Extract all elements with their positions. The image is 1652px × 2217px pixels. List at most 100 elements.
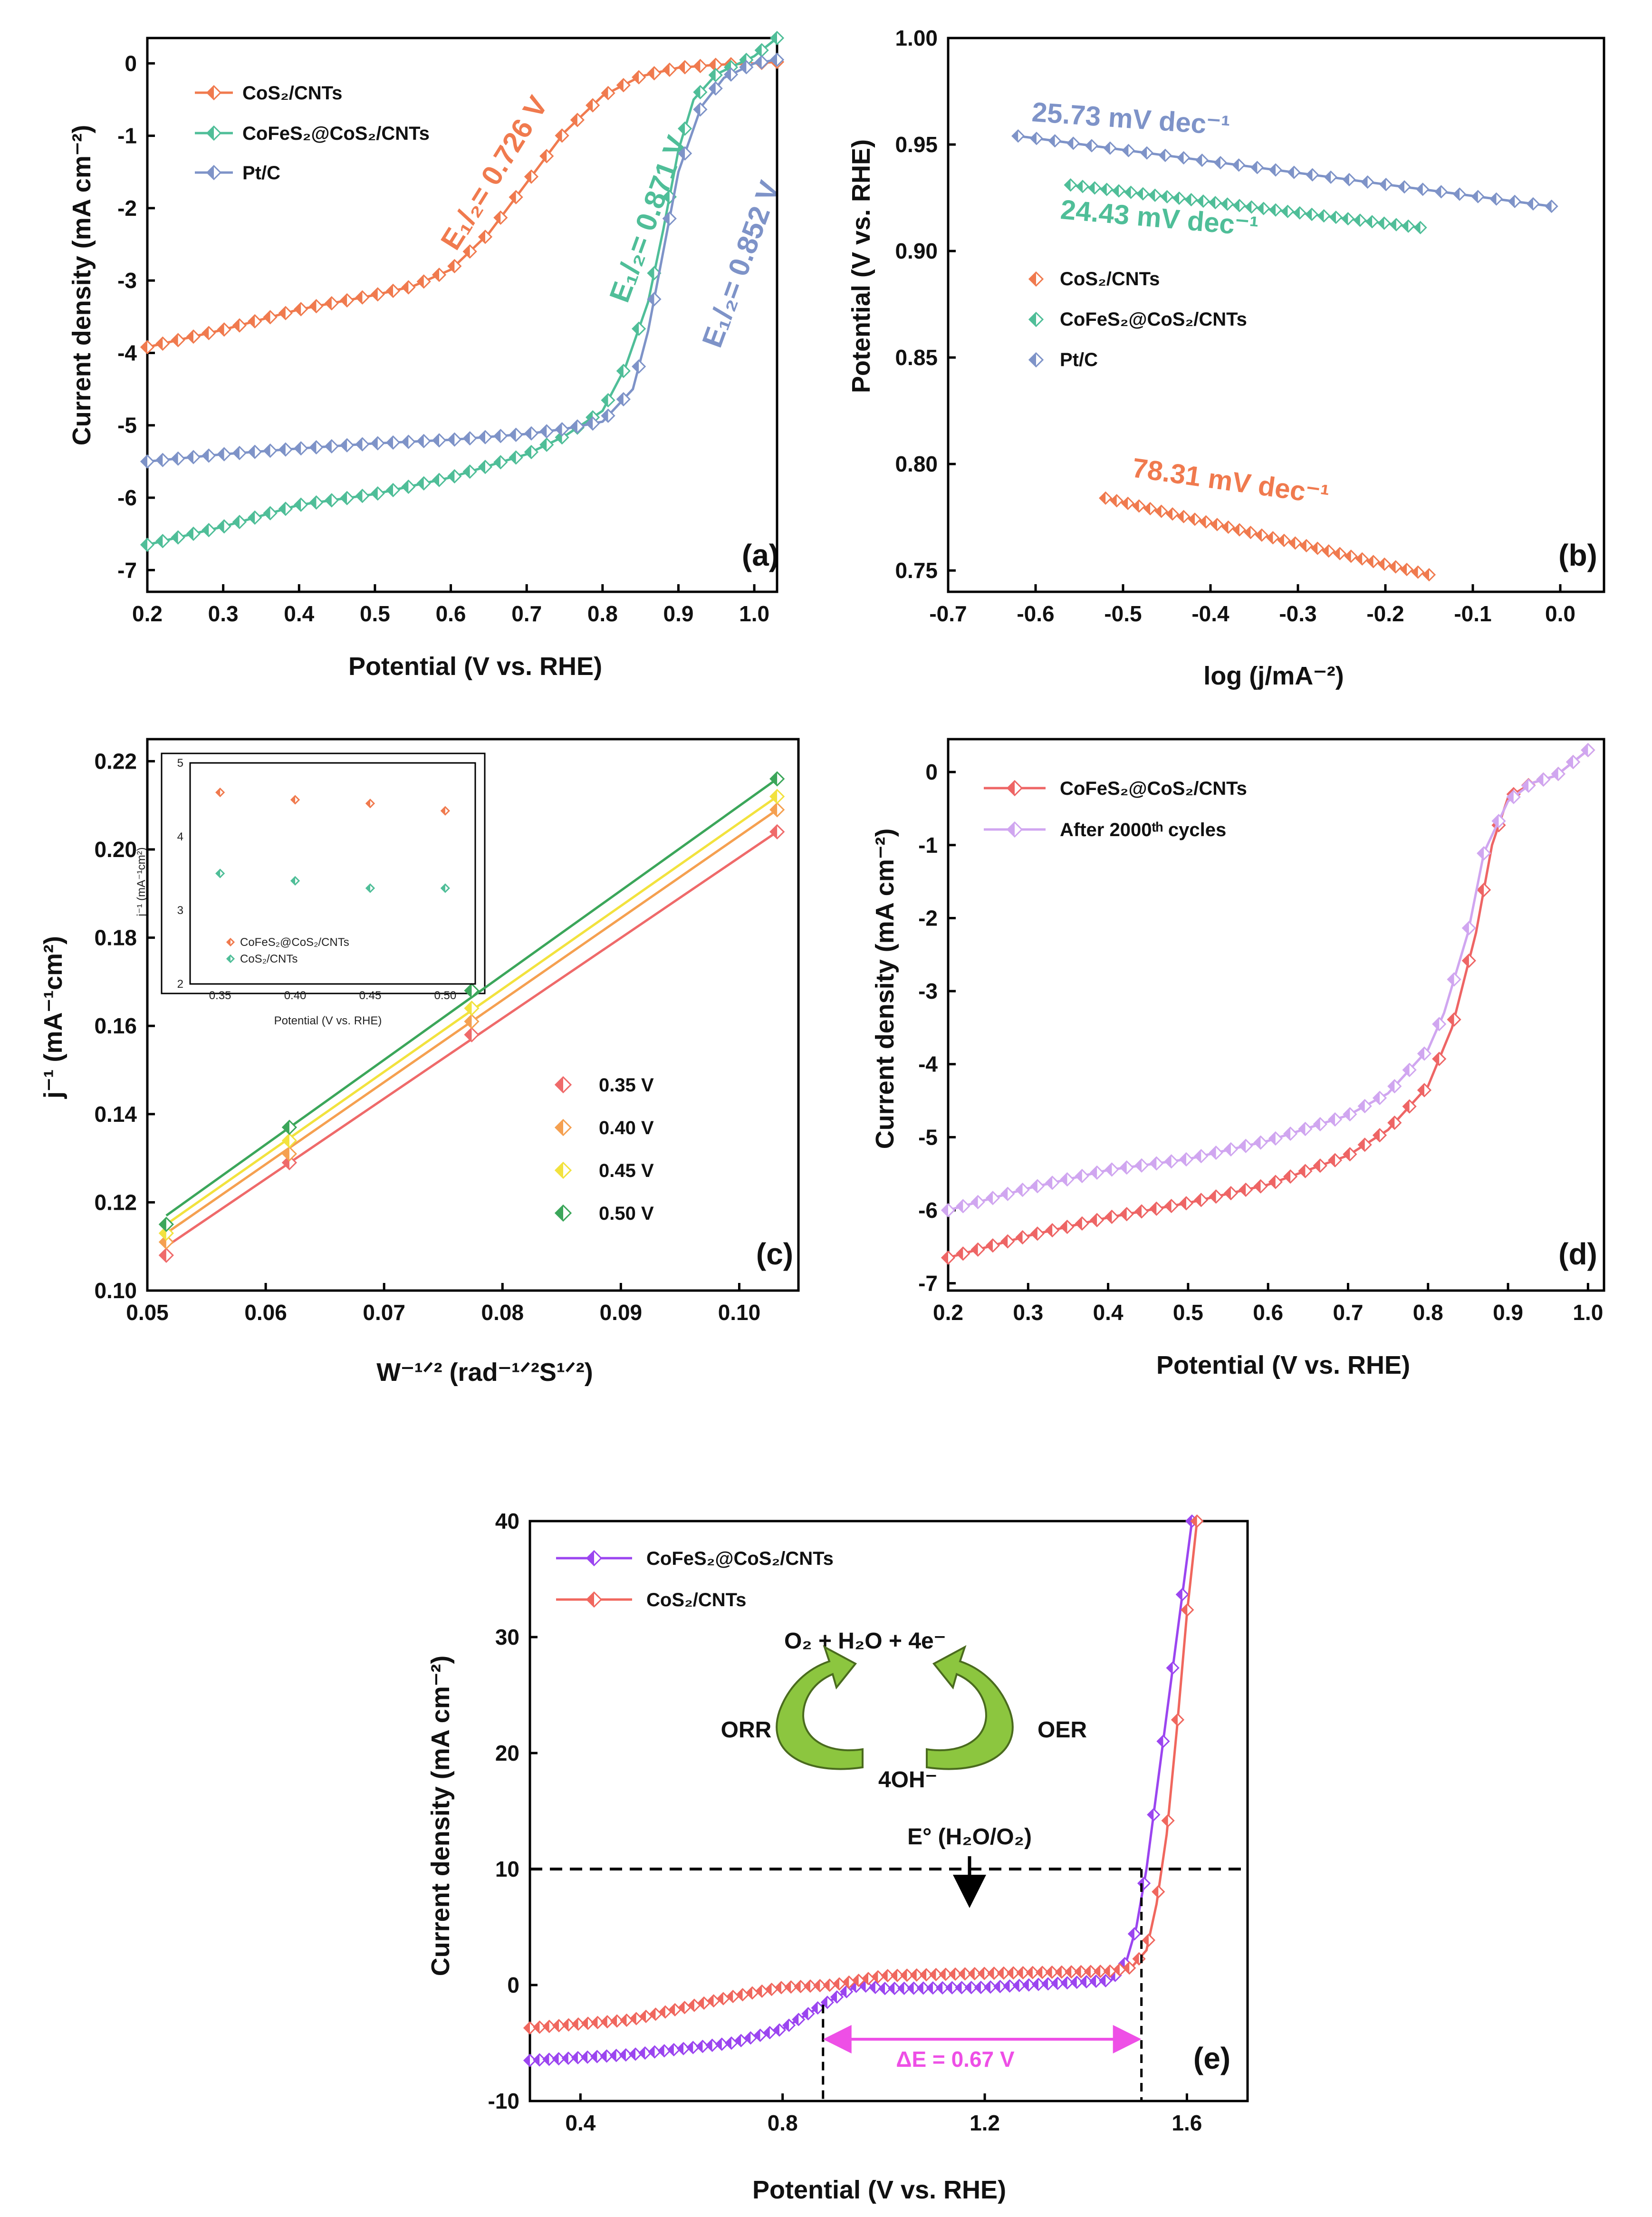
series-e-0-point-fill xyxy=(610,2050,616,2062)
series-a-1-point-fill xyxy=(249,511,255,524)
series-a-0-point-fill xyxy=(417,275,424,288)
x-tick-label-a: 0.3 xyxy=(208,601,239,626)
series-d-1-point-fill xyxy=(1373,1091,1380,1104)
series-e-1-line xyxy=(529,1521,1199,2029)
series-a-0-point-fill xyxy=(571,114,577,126)
point-c-2-fill xyxy=(282,1134,289,1147)
series-b-2-point-fill xyxy=(1270,164,1276,176)
series-a-2-point-fill xyxy=(310,441,317,454)
legend-a-label-cofe: CoFeS₂@CoS₂/CNTs xyxy=(242,123,430,144)
series-d-1-point-fill xyxy=(1091,1166,1097,1179)
y-tick-label-c: 0.18 xyxy=(94,925,137,950)
series-e-1-point-fill xyxy=(1181,1604,1188,1616)
series-e-0-point-fill xyxy=(754,2029,760,2041)
x-tick-label-e: 1.6 xyxy=(1172,2111,1202,2135)
series-a-1-point-fill xyxy=(509,451,516,464)
series-e-0-point-fill xyxy=(620,2049,626,2061)
x-tick-label-a: 0.2 xyxy=(132,601,163,626)
y-tick-label-c: 0.10 xyxy=(94,1278,137,1303)
inset-legend-marker-fill xyxy=(227,939,231,945)
series-a-2-point-fill xyxy=(202,449,209,462)
series-d-1-point-fill xyxy=(1031,1180,1037,1193)
series-e-1-point-fill xyxy=(1095,1966,1101,1977)
series-d-0-point-fill xyxy=(1284,1170,1291,1183)
inset-xlabel: Potential (V vs. RHE) xyxy=(274,1014,382,1027)
series-e-1-point-fill xyxy=(921,1969,927,1981)
series-d-0-point-fill xyxy=(1478,884,1484,896)
series-a-2-point-fill xyxy=(525,427,531,440)
inset-x-tick-label: 0.45 xyxy=(359,989,382,1002)
series-e-0-point-fill xyxy=(630,2048,636,2060)
series-e-0-point-fill xyxy=(1013,1979,1019,1991)
series-a-0-point-fill xyxy=(509,191,516,203)
series-d-0-point-fill xyxy=(1180,1197,1186,1210)
series-e-1-point-fill xyxy=(843,1976,849,1988)
series-d-0-point-fill xyxy=(971,1243,978,1256)
series-b-2-point-fill xyxy=(1251,162,1258,174)
series-d-1-point-fill xyxy=(1239,1139,1246,1152)
series-d-0-point-fill xyxy=(1373,1129,1380,1142)
legend-e-marker-fill xyxy=(587,1592,594,1607)
series-b-2-point-fill xyxy=(1067,137,1074,149)
series-b-2-point-fill xyxy=(1343,174,1349,185)
series-d-1-point-fill xyxy=(1448,973,1454,986)
series-b-1-point-fill xyxy=(1294,207,1300,219)
series-b-1-point-fill xyxy=(1258,202,1264,214)
inset-legend-cos2: CoS₂/CNTs xyxy=(240,953,298,965)
legend-e-marker-fill xyxy=(587,1551,594,1565)
scheme-top-text: O₂ + H₂O + 4e⁻ xyxy=(784,1629,946,1654)
series-e-1-point-fill xyxy=(650,2008,656,2020)
series-a-2-point-fill xyxy=(586,417,593,430)
series-b-1-point-fill xyxy=(1246,201,1252,213)
series-e-0-point-fill xyxy=(965,1982,971,1994)
series-e-1-point-fill xyxy=(872,1971,878,1983)
series-d-0-point-fill xyxy=(1224,1187,1231,1200)
legend-a-label-ptc: Pt/C xyxy=(242,163,280,183)
panel-b-xlabel: log (j/mA⁻²) xyxy=(1203,662,1344,690)
inset-point-0-fill xyxy=(441,807,445,815)
series-a-1-point-fill xyxy=(755,44,762,57)
inset-y-tick-label: 5 xyxy=(177,757,183,770)
series-a-1-point-fill xyxy=(218,520,224,533)
series-b-0-point-fill xyxy=(1245,527,1251,539)
series-e-1-point-fill xyxy=(1075,1966,1081,1977)
y-tick-label-e: 30 xyxy=(495,1625,519,1649)
series-a-2-point-fill xyxy=(755,56,762,68)
series-a-0-point-fill xyxy=(479,231,485,243)
series-a-2-point-fill xyxy=(479,431,485,443)
y-tick-label-e: -10 xyxy=(488,2089,519,2113)
series-d-0-point-fill xyxy=(942,1251,948,1264)
series-d-0-point-fill xyxy=(1299,1165,1306,1177)
series-b-0-point-fill xyxy=(1256,529,1262,541)
x-tick-label-d: 0.6 xyxy=(1253,1300,1283,1325)
series-d-0-point-fill xyxy=(1239,1183,1246,1196)
legend-c-marker-fill xyxy=(556,1120,563,1135)
series-e-0-point-fill xyxy=(1080,1976,1086,1988)
series-b-1-point-fill xyxy=(1173,192,1180,204)
series-a-1-point-fill xyxy=(463,465,470,478)
series-e-0-point-fill xyxy=(524,2054,530,2066)
inset-point-0-fill xyxy=(216,789,221,796)
series-e-0-point-fill xyxy=(1176,1589,1182,1600)
series-d-1-point-fill xyxy=(1507,790,1514,803)
series-d-0-point-fill xyxy=(1046,1224,1053,1237)
series-a-1-point-fill xyxy=(233,516,240,529)
x-tick-label-b: -0.6 xyxy=(1017,601,1054,626)
oer-arrow-icon xyxy=(926,1645,1014,1770)
series-a-2-point-fill xyxy=(356,438,363,451)
series-b-0-point-fill xyxy=(1334,548,1340,559)
series-b-2-point-fill xyxy=(1398,181,1404,193)
series-e-1-point-fill xyxy=(1066,1966,1072,1978)
series-a-0-point-fill xyxy=(218,323,224,336)
series-a-2-point-fill xyxy=(633,360,639,373)
x-tick-label-d: 0.9 xyxy=(1493,1300,1523,1325)
inset-frame xyxy=(161,752,486,994)
scheme-left-text: ORR xyxy=(721,1717,772,1743)
series-d-0-point-fill xyxy=(957,1247,963,1260)
y-tick-label-c: 0.12 xyxy=(94,1190,137,1215)
x-tick-label-a: 0.5 xyxy=(360,601,390,626)
series-a-1-point-fill xyxy=(479,461,485,473)
series-e-1-point-fill xyxy=(621,2014,627,2026)
series-a-1-point-fill xyxy=(279,502,286,515)
panel-a-ylabel: Current density (mA cm⁻²) xyxy=(67,125,96,446)
